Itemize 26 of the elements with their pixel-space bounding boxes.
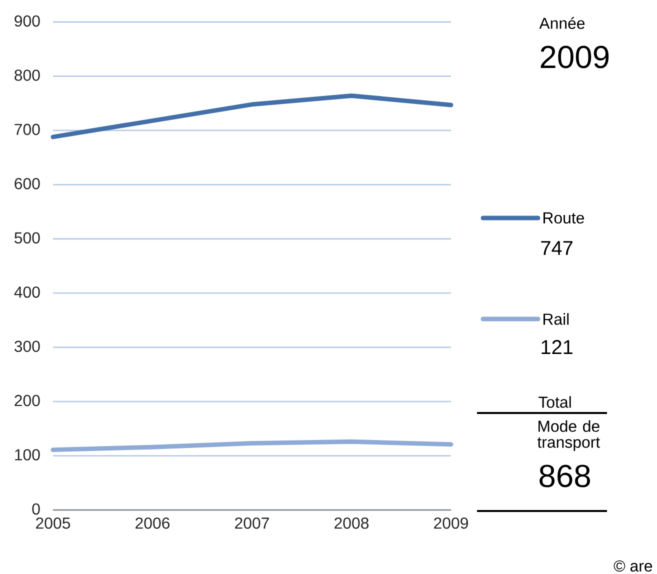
y-tick-label: 900 xyxy=(14,15,40,27)
y-tick-label: 700 xyxy=(14,124,40,136)
text: Total xyxy=(538,396,571,408)
legend-label: Rail xyxy=(544,313,569,325)
x-tick-label: 2005 xyxy=(36,518,70,529)
y-tick-label: 300 xyxy=(14,340,40,352)
y-tick-label: 600 xyxy=(14,178,40,190)
text: Année xyxy=(539,17,585,29)
text: 121 xyxy=(542,340,572,354)
text: 868 xyxy=(540,464,590,488)
legend-label: Route xyxy=(544,212,584,224)
text: 747 xyxy=(541,241,572,255)
y-tick-label: 100 xyxy=(15,449,40,460)
x-tick-label: 2007 xyxy=(235,518,269,529)
text: 2009 xyxy=(540,46,609,68)
y-tick-label: 500 xyxy=(14,232,40,244)
y-tick-label: 0 xyxy=(32,503,40,515)
y-tick-label: 800 xyxy=(14,70,40,81)
x-tick-label: 2006 xyxy=(136,518,170,529)
x-tick-label: 2008 xyxy=(334,518,369,529)
y-tick-label: 200 xyxy=(14,394,40,406)
text: Mode de transport xyxy=(537,420,600,452)
text: © are xyxy=(614,560,652,572)
x-tick-label: 2009 xyxy=(434,518,468,529)
line-series xyxy=(50,439,454,452)
y-tick-label: 400 xyxy=(14,286,40,298)
